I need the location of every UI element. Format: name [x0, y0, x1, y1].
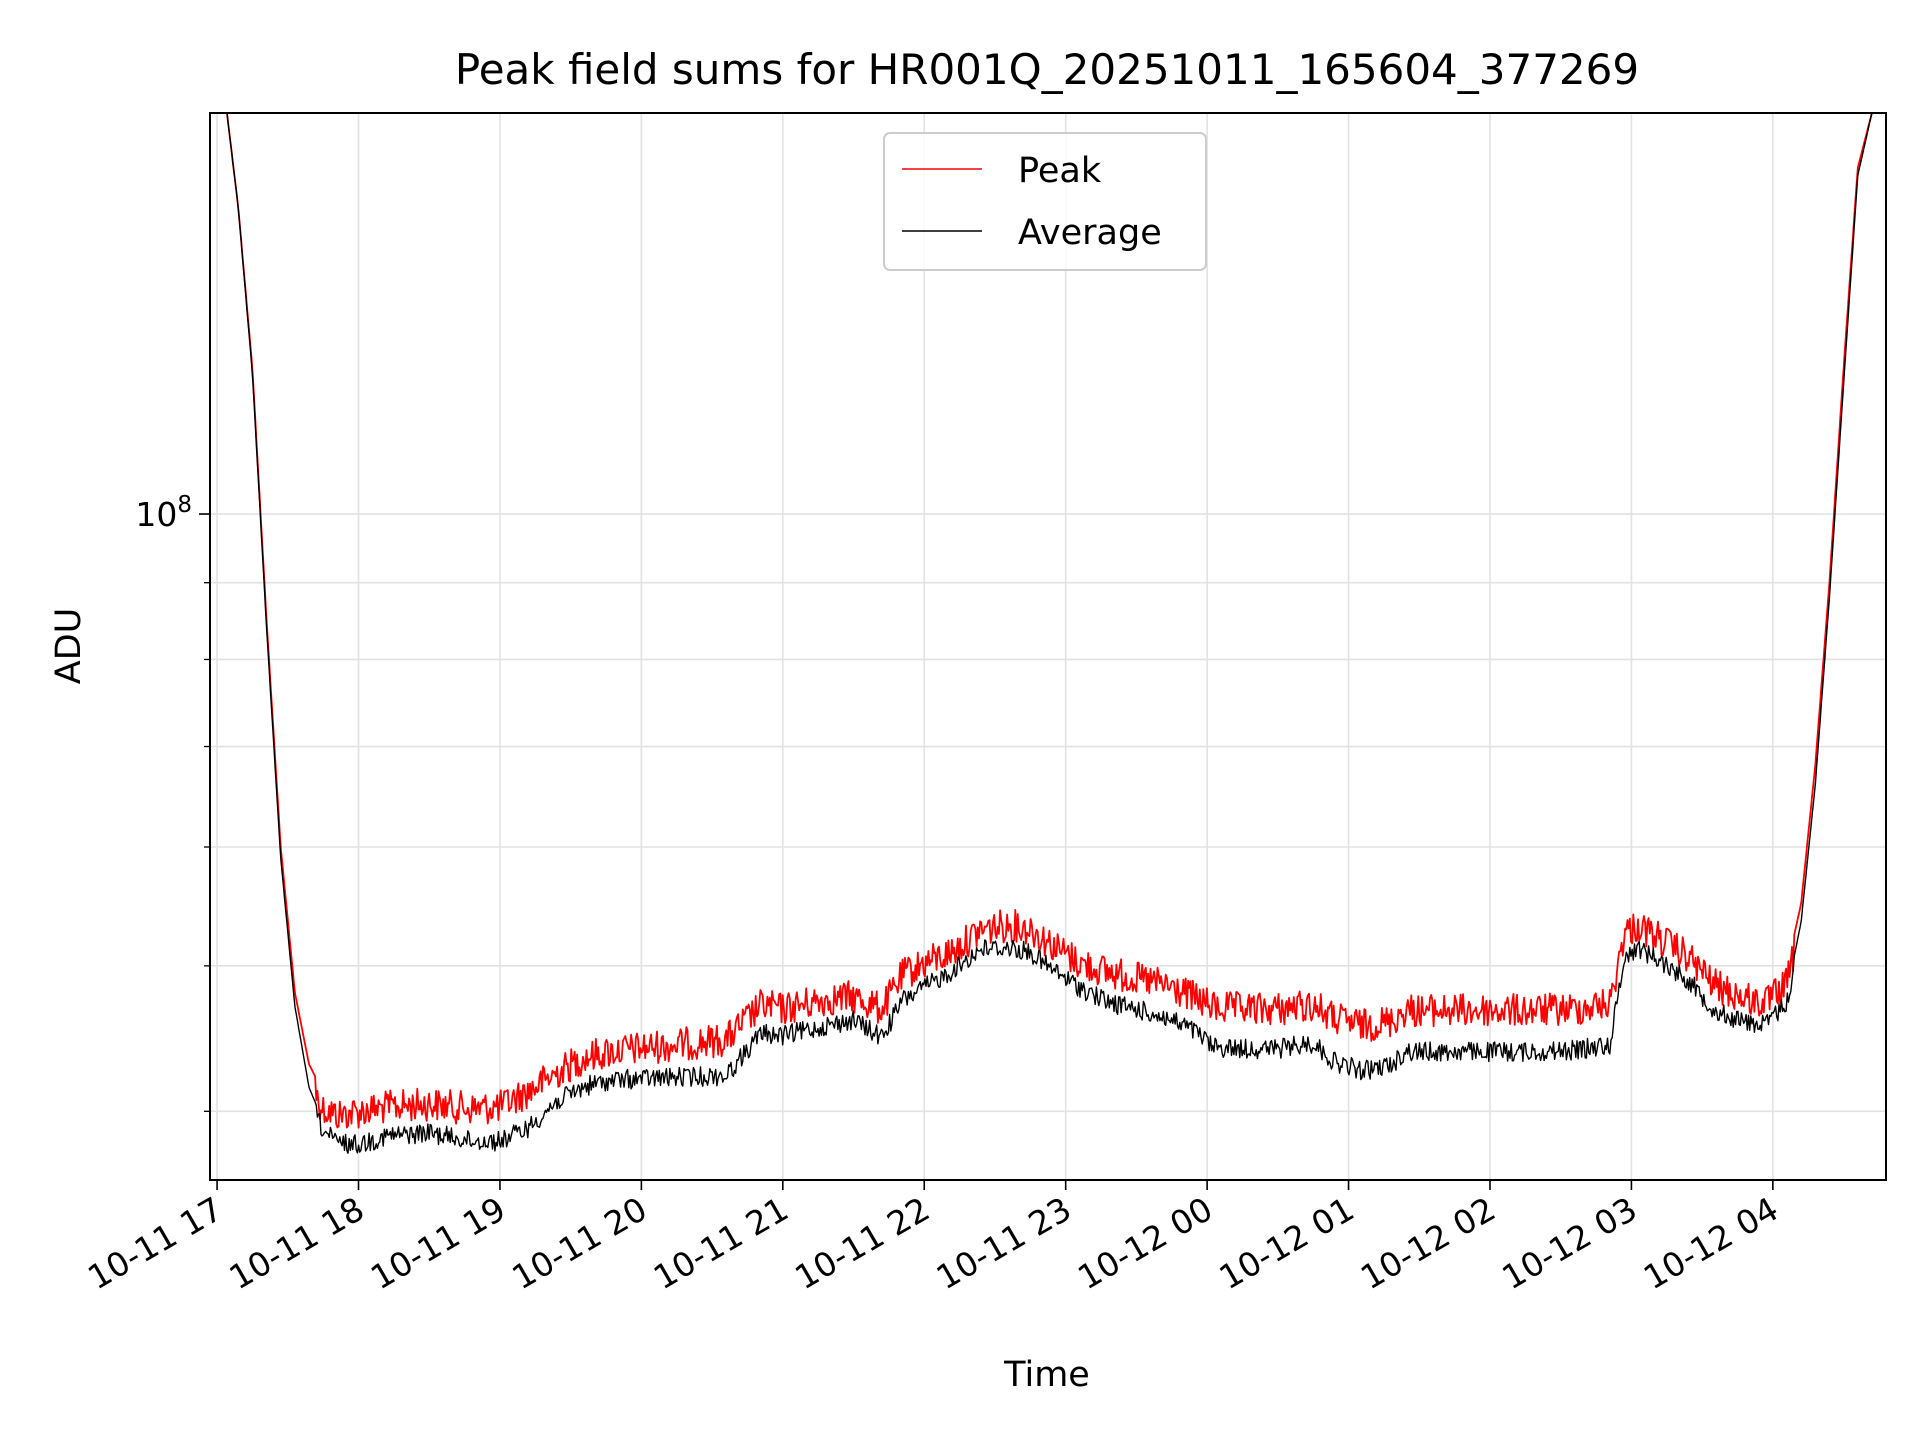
chart-title: Peak field sums for HR001Q_20251011_1656…: [455, 45, 1639, 94]
y-tick-label-base: 10: [135, 495, 177, 534]
series-line-average: [226, 113, 1873, 1154]
plot-area-frame: [209, 112, 1887, 1181]
legend-box: [883, 132, 1207, 271]
plot-series-group: [226, 113, 1873, 1154]
series-line-peak: [226, 113, 1873, 1129]
legend: Peak Average: [883, 132, 1207, 271]
y-tick-label-exponent: 8: [177, 492, 192, 518]
y-axis-label: ADU: [49, 608, 89, 685]
legend-label-peak: Peak: [1018, 151, 1102, 191]
x-axis-label: Time: [1003, 1355, 1090, 1395]
y-tick-label: 108: [135, 492, 192, 534]
y-axis: 108: [135, 492, 210, 1112]
legend-label-average: Average: [1018, 213, 1162, 253]
